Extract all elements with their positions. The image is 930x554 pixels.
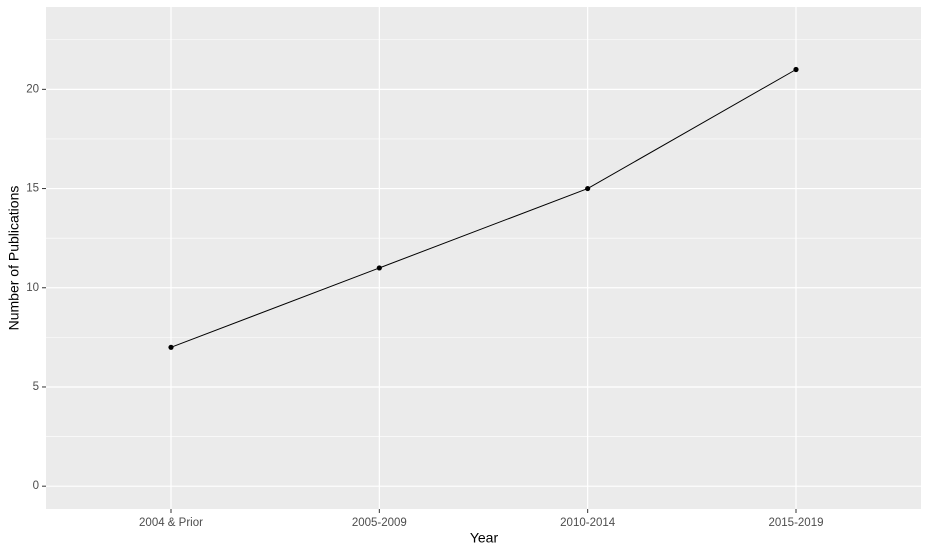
point bbox=[585, 185, 591, 192]
x-tick-label: 2005-2009 bbox=[352, 517, 407, 529]
x-tick-label: 2004 & Prior bbox=[139, 517, 203, 529]
y-axis-title: Number of Publications bbox=[6, 186, 22, 331]
point bbox=[168, 344, 174, 350]
y-tick-label: 20 bbox=[26, 83, 39, 95]
y-tick-label: 5 bbox=[33, 381, 39, 393]
panel bbox=[46, 7, 921, 509]
line bbox=[170, 69, 797, 348]
x-tick-label: 2010-2014 bbox=[560, 517, 616, 529]
point bbox=[793, 66, 799, 73]
y-tick-label: 15 bbox=[26, 183, 39, 195]
y-tick-label: 0 bbox=[33, 480, 39, 492]
x-axis-title: Year bbox=[470, 530, 499, 546]
y-tick-label: 10 bbox=[26, 282, 39, 294]
x-tick-label: 2015-2019 bbox=[769, 517, 824, 529]
point bbox=[376, 265, 382, 271]
